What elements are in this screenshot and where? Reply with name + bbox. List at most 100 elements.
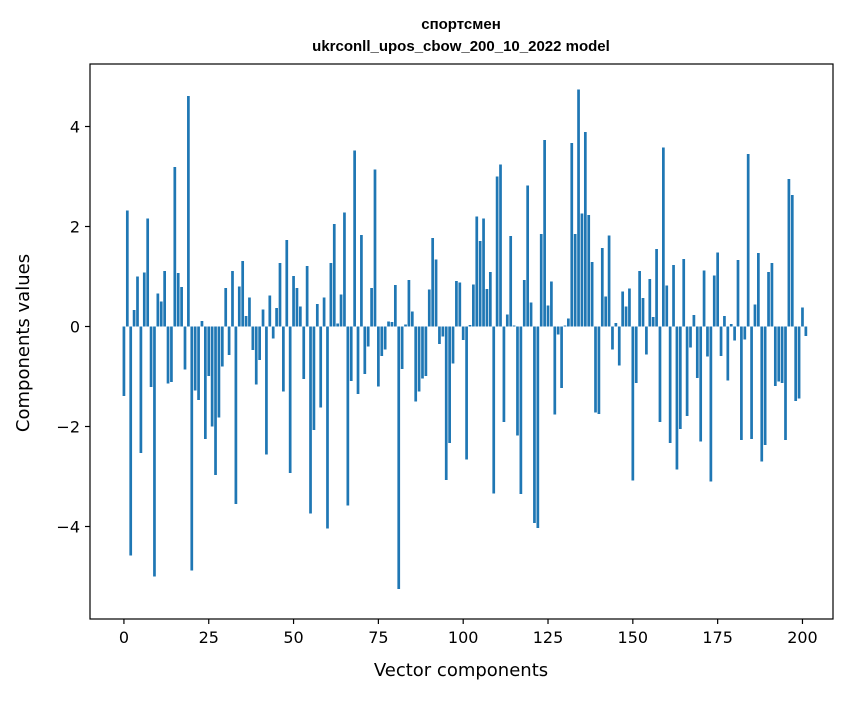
bar-121 [533,326,536,523]
x-axis-label: Vector components [374,660,548,681]
bar-142 [604,296,608,327]
bar-184 [746,154,750,327]
bar-35 [241,261,245,327]
bar-154 [645,326,648,355]
bar-81 [397,326,401,589]
bar-122 [536,326,540,528]
bar-3 [132,310,136,327]
bar-139 [594,326,597,413]
y-axis-label: Components values [13,254,34,432]
bar-125 [546,305,550,327]
bar-76 [380,326,384,356]
bar-112 [502,326,506,422]
bar-153 [641,298,645,327]
bar-85 [410,311,414,327]
bar-40 [258,326,261,360]
bar-55 [309,326,312,514]
bar-63 [336,323,340,327]
bar-6 [142,272,146,327]
bar-192 [773,326,777,386]
chart-title-line-1: спортсмен [421,16,501,33]
bar-33 [234,326,238,504]
bar-129 [560,326,563,388]
bar-108 [488,272,492,327]
bar-106 [482,218,485,327]
bar-89 [424,326,428,376]
bar-56 [312,326,316,430]
bar-200 [801,307,804,327]
bar-119 [526,185,530,327]
bar-201 [804,326,808,336]
bar-65 [343,212,346,327]
chart-title-line-2: ukrconll_upos_cbow_200_10_2022 model [312,38,610,55]
bar-159 [662,147,665,327]
bar-2 [129,326,133,556]
bar-101 [465,326,468,460]
bar-66 [346,326,350,506]
bar-196 [787,179,791,327]
bar-175 [716,252,720,327]
bar-124 [543,140,546,327]
bar-177 [723,316,726,327]
x-tick-label: 200 [787,628,818,647]
bar-94 [441,326,445,337]
ticks-group: 0 25 50 75 100 125 150 175 200 −4 −2 0 2 4 [56,118,817,648]
bar-141 [600,248,604,327]
bar-157 [655,249,658,327]
bar-52 [298,306,302,327]
x-tick-label: 25 [199,628,219,647]
bar-80 [393,285,397,327]
bar-9 [153,326,156,577]
bar-91 [431,238,435,327]
bar-95 [444,326,448,480]
bar-15 [173,167,177,327]
x-tick-label: 150 [618,628,649,647]
bar-185 [750,326,753,439]
bar-54 [305,266,309,327]
bar-180 [733,326,736,341]
bar-17 [180,287,183,327]
bar-8 [149,326,153,387]
bar-23 [200,321,204,327]
bar-47 [282,326,285,392]
bar-169 [695,326,699,378]
bar-102 [468,325,472,327]
bar-90 [427,289,431,327]
bar-21 [193,326,197,391]
bar-103 [472,284,475,327]
bar-147 [621,291,625,327]
bar-77 [383,326,387,350]
bar-123 [539,234,543,327]
bar-152 [638,271,641,327]
bar-109 [492,326,496,494]
x-tick-label: 50 [283,628,303,647]
bar-107 [485,289,489,327]
y-tick-label: 4 [70,118,80,137]
bar-93 [438,326,441,344]
bar-100 [461,326,465,340]
bar-151 [634,326,638,383]
bar-27 [214,326,217,475]
bar-99 [458,282,462,327]
bar-32 [231,271,234,327]
bar-43 [268,295,272,327]
bar-187 [757,253,760,327]
bar-167 [689,326,692,348]
bar-88 [421,326,424,379]
bar-198 [794,326,798,401]
bar-131 [567,318,570,327]
bar-69 [356,326,360,394]
bar-75 [377,326,380,387]
bar-13 [166,326,170,384]
bar-117 [519,326,523,494]
bar-181 [736,260,740,327]
bar-62 [332,224,336,327]
bar-161 [668,326,672,443]
bar-58 [319,326,323,408]
bar-165 [682,259,686,327]
bar-86 [414,326,418,402]
bar-104 [475,216,479,327]
bar-28 [217,326,221,418]
bar-59 [322,297,326,327]
